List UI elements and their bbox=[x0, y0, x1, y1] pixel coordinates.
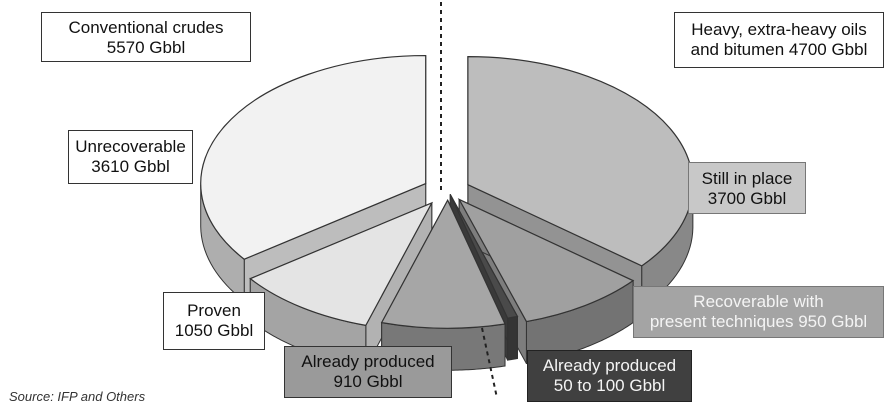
slice-label-recoverable: Recoverable with present techniques 950 … bbox=[633, 286, 884, 338]
pie-slice-top-4 bbox=[457, 198, 635, 323]
slice-label-proven: Proven 1050 Gbbl bbox=[163, 292, 265, 350]
slice-label-still-in-place: Still in place 3700 Gbbl bbox=[688, 162, 806, 214]
pie-slice-rim-3 bbox=[507, 315, 518, 361]
group-label-conventional: Conventional crudes 5570 Gbbl bbox=[41, 12, 251, 62]
pie-slice-top-0 bbox=[200, 54, 427, 260]
pie-slice-top-3 bbox=[449, 194, 519, 319]
pie-slice-top-1 bbox=[249, 201, 434, 327]
group-divider-line-lower bbox=[481, 327, 498, 399]
source-note: Source: IFP and Others bbox=[9, 389, 146, 404]
slice-label-already-produced-conventional: Already produced 910 Gbbl bbox=[284, 346, 452, 398]
group-label-heavy-oils: Heavy, extra-heavy oils and bitumen 4700… bbox=[674, 12, 884, 68]
slice-label-unrecoverable: Unrecoverable 3610 Gbbl bbox=[68, 130, 193, 184]
pie-slice-top-2 bbox=[380, 198, 506, 329]
slice-label-already-produced-heavy: Already produced 50 to 100 Gbbl bbox=[527, 350, 692, 402]
pie-slice-top-5 bbox=[467, 56, 694, 267]
